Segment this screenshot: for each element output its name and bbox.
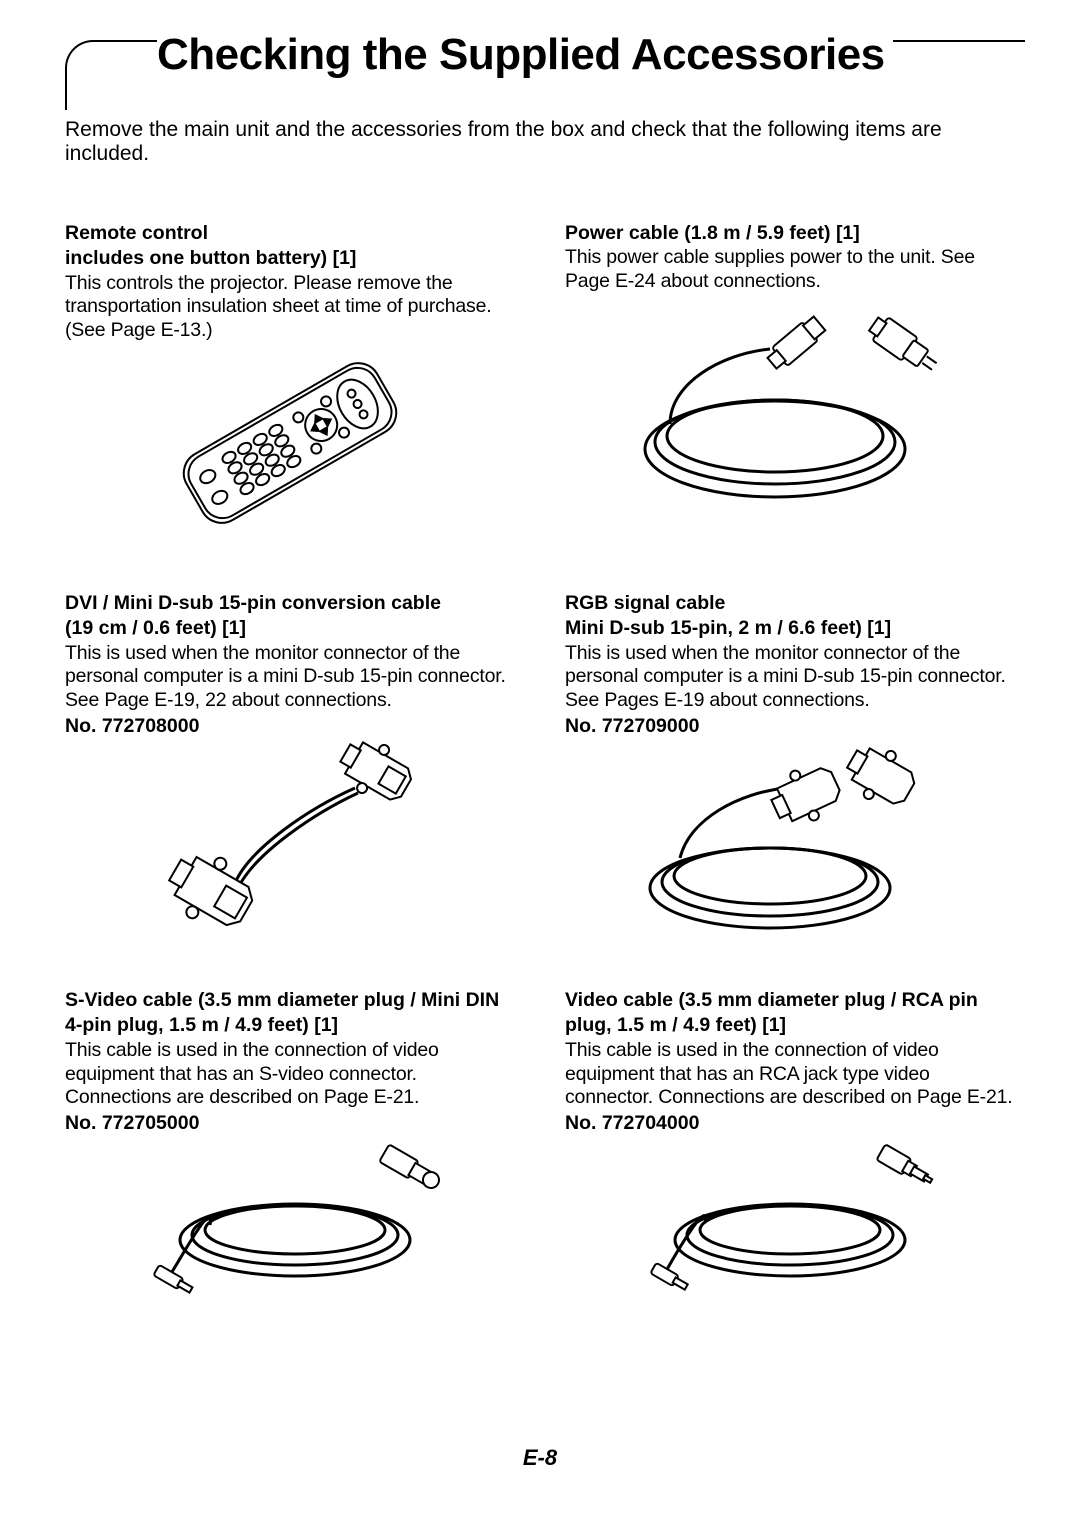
item-title: RGB signal cable Mini D-sub 15-pin, 2 m … (565, 591, 1015, 642)
item-desc: This is used when the monitor connector … (65, 642, 515, 713)
page-title: Checking the Supplied Accessories (157, 30, 893, 80)
accessory-item: DVI / Mini D-sub 15-pin conversion cable… (65, 591, 515, 948)
intro-text: Remove the main unit and the accessories… (65, 118, 1015, 166)
item-desc: This cable is used in the connection of … (565, 1039, 1015, 1110)
item-partno: No. 772709000 (565, 715, 1015, 738)
item-title: Video cable (3.5 mm diameter plug / RCA … (565, 988, 1015, 1039)
item-title-line: Remote control (65, 222, 208, 244)
item-title-line: RGB signal cable (565, 592, 725, 614)
item-title-line: 4-pin plug, 1.5 m / 4.9 feet) [1] (65, 1014, 338, 1036)
dvi-cable-icon (120, 738, 460, 938)
item-title-line: Mini D-sub 15-pin, 2 m / 6.6 feet) [1] (565, 617, 891, 639)
item-title-line: S-Video cable (3.5 mm diameter plug / Mi… (65, 989, 499, 1011)
accessory-grid: Remote control includes one button batte… (65, 221, 1015, 1295)
item-desc: This power cable supplies power to the u… (565, 246, 1015, 294)
accessory-item: RGB signal cable Mini D-sub 15-pin, 2 m … (565, 591, 1015, 948)
item-title-line: plug, 1.5 m / 4.9 feet) [1] (565, 1014, 786, 1036)
svideo-cable-icon (120, 1135, 460, 1295)
item-title-line: DVI / Mini D-sub 15-pin conversion cable (65, 592, 441, 614)
accessory-item: S-Video cable (3.5 mm diameter plug / Mi… (65, 988, 515, 1295)
item-desc: This cable is used in the connection of … (65, 1039, 515, 1110)
item-partno: No. 772705000 (65, 1112, 515, 1135)
page-container: Checking the Supplied Accessories Remove… (0, 0, 1080, 1295)
item-title-line: includes one button battery) [1] (65, 247, 356, 269)
accessory-item: Video cable (3.5 mm diameter plug / RCA … (565, 988, 1015, 1295)
item-partno: No. 772704000 (565, 1112, 1015, 1135)
item-partno: No. 772708000 (65, 715, 515, 738)
item-title: S-Video cable (3.5 mm diameter plug / Mi… (65, 988, 515, 1039)
item-title-line: Power cable (1.8 m / 5.9 feet) [1] (565, 222, 860, 244)
item-title-line: (19 cm / 0.6 feet) [1] (65, 617, 246, 639)
page-number: E-8 (0, 1445, 1080, 1471)
accessory-item: Power cable (1.8 m / 5.9 feet) [1] This … (565, 221, 1015, 551)
rgb-cable-icon (610, 738, 970, 948)
item-illustration (565, 738, 1015, 948)
item-title: DVI / Mini D-sub 15-pin conversion cable… (65, 591, 515, 642)
item-desc: This is used when the monitor connector … (565, 642, 1015, 713)
accessory-item: Remote control includes one button batte… (65, 221, 515, 551)
item-illustration (65, 738, 515, 948)
item-title-line: Video cable (3.5 mm diameter plug / RCA … (565, 989, 978, 1011)
item-illustration (565, 294, 1015, 551)
item-title: Power cable (1.8 m / 5.9 feet) [1] (565, 221, 1015, 246)
video-cable-icon (620, 1135, 960, 1295)
title-wrap: Checking the Supplied Accessories (65, 30, 1015, 80)
item-desc: This controls the projector. Please remo… (65, 272, 515, 343)
item-illustration (65, 343, 515, 551)
item-title: Remote control includes one button batte… (65, 221, 515, 272)
item-illustration (565, 1135, 1015, 1295)
power-cable-icon (610, 294, 970, 524)
item-illustration (65, 1135, 515, 1295)
remote-control-icon (140, 343, 440, 533)
